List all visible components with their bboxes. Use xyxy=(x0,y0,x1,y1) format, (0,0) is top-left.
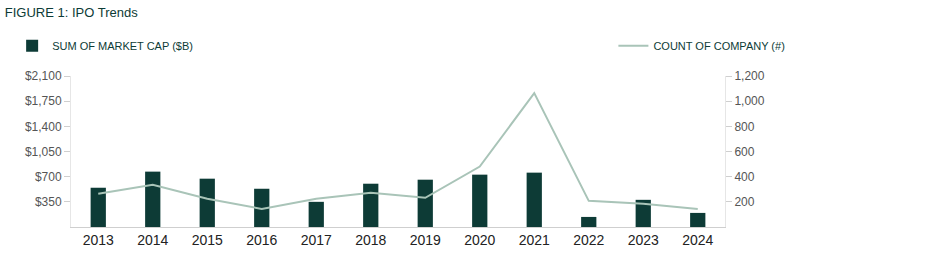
svg-text:800: 800 xyxy=(734,120,754,134)
svg-text:2023: 2023 xyxy=(628,232,659,248)
svg-text:$700: $700 xyxy=(35,170,62,184)
svg-text:COUNT OF COMPANY (#): COUNT OF COMPANY (#) xyxy=(653,40,784,52)
svg-text:$1,400: $1,400 xyxy=(25,120,62,134)
svg-text:2013: 2013 xyxy=(83,232,114,248)
svg-text:2024: 2024 xyxy=(682,232,713,248)
svg-text:$2,100: $2,100 xyxy=(25,69,62,83)
svg-text:200: 200 xyxy=(734,195,754,209)
svg-text:2021: 2021 xyxy=(519,232,550,248)
svg-text:2018: 2018 xyxy=(355,232,386,248)
svg-text:2016: 2016 xyxy=(246,232,277,248)
svg-text:400: 400 xyxy=(734,170,754,184)
svg-text:SUM OF MARKET CAP ($B): SUM OF MARKET CAP ($B) xyxy=(52,40,193,52)
svg-text:$1,750: $1,750 xyxy=(25,94,62,108)
svg-text:FIGURE 1: IPO Trends: FIGURE 1: IPO Trends xyxy=(5,5,138,20)
svg-text:1,200: 1,200 xyxy=(734,69,764,83)
svg-text:2017: 2017 xyxy=(301,232,332,248)
svg-text:2022: 2022 xyxy=(573,232,604,248)
svg-text:1,000: 1,000 xyxy=(734,94,764,108)
svg-text:600: 600 xyxy=(734,145,754,159)
svg-text:2014: 2014 xyxy=(137,232,168,248)
svg-text:$1,050: $1,050 xyxy=(25,145,62,159)
svg-text:2020: 2020 xyxy=(464,232,495,248)
svg-text:$350: $350 xyxy=(35,195,62,209)
svg-text:2019: 2019 xyxy=(410,232,441,248)
svg-text:2015: 2015 xyxy=(192,232,223,248)
